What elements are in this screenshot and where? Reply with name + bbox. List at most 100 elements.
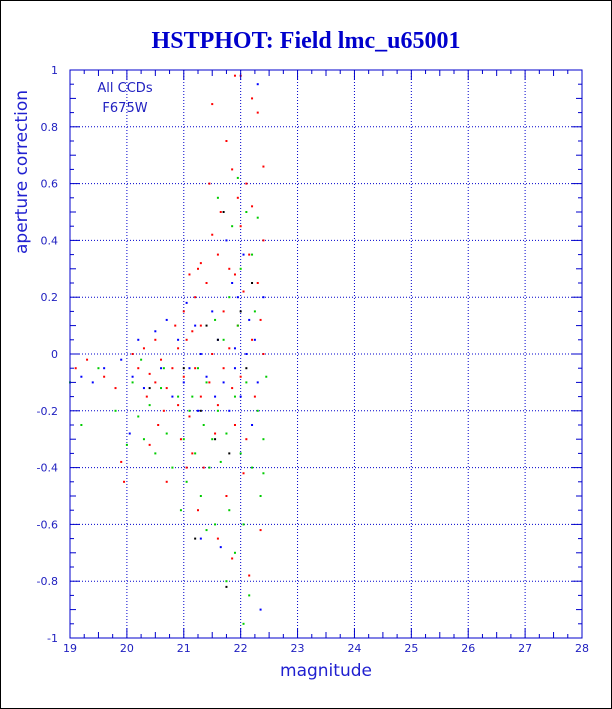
data-point — [202, 466, 205, 469]
data-point — [245, 182, 248, 185]
data-point — [177, 347, 180, 350]
data-point — [142, 347, 145, 350]
data-point — [131, 353, 134, 355]
x-tick-label: 25 — [404, 642, 418, 655]
data-point — [242, 290, 245, 293]
x-tick-label: 21 — [177, 642, 191, 655]
data-point — [242, 253, 245, 256]
data-point — [162, 367, 165, 370]
data-point — [242, 472, 245, 475]
data-point — [228, 267, 231, 270]
data-point — [142, 438, 145, 441]
data-point — [228, 409, 231, 412]
data-point — [233, 424, 236, 426]
data-point — [162, 409, 165, 412]
data-point — [103, 375, 106, 378]
data-point — [259, 608, 262, 611]
data-point — [216, 537, 219, 540]
data-point — [253, 310, 256, 313]
data-point — [185, 480, 188, 483]
data-point — [214, 318, 217, 321]
data-point — [236, 196, 239, 199]
data-point — [194, 452, 197, 455]
data-point — [248, 594, 251, 597]
grid — [70, 70, 582, 638]
data-point — [262, 438, 265, 441]
data-point — [199, 395, 202, 398]
chart-title: HSTPHOT: Field lmc_u65001 — [152, 28, 461, 54]
y-tick-label: -0.8 — [37, 575, 58, 588]
data-point — [199, 495, 202, 497]
data-point — [197, 267, 199, 270]
data-point — [239, 267, 242, 270]
data-point — [225, 140, 228, 142]
data-point — [148, 404, 151, 407]
data-point — [231, 282, 234, 284]
x-tick-label: 27 — [518, 642, 532, 655]
data-point — [137, 415, 140, 418]
data-point — [185, 338, 188, 341]
x-tick-label: 19 — [63, 642, 77, 655]
data-point — [228, 509, 231, 512]
data-point — [154, 338, 157, 341]
data-point — [205, 324, 208, 327]
data-point — [245, 381, 248, 384]
data-point — [194, 367, 197, 370]
data-point — [205, 282, 208, 284]
data-point — [182, 310, 185, 313]
data-point — [182, 367, 185, 370]
data-point — [191, 452, 194, 455]
data-point — [225, 495, 228, 497]
annotation-ccds: All CCDs — [97, 81, 152, 96]
data-point — [199, 324, 202, 327]
data-point — [222, 338, 225, 341]
data-point — [245, 353, 248, 355]
data-point — [251, 338, 254, 341]
data-point — [216, 253, 219, 256]
data-point — [216, 404, 219, 407]
data-point — [194, 296, 197, 299]
data-point — [191, 330, 194, 333]
data-point — [242, 622, 245, 625]
data-point — [177, 395, 180, 398]
data-point — [225, 585, 228, 588]
data-point — [177, 338, 180, 341]
data-point — [228, 452, 231, 455]
data-point — [177, 404, 180, 407]
data-point — [157, 424, 160, 426]
data-point — [199, 537, 202, 540]
data-point — [131, 381, 134, 384]
data-point — [205, 375, 208, 378]
data-point — [125, 443, 128, 446]
data-point — [137, 367, 140, 370]
data-point — [171, 367, 174, 370]
data-point — [160, 367, 163, 370]
x-tick-label: 23 — [291, 642, 305, 655]
x-axis-label: magnitude — [280, 661, 372, 681]
data-point — [202, 424, 205, 426]
data-point — [216, 338, 219, 341]
data-point — [142, 387, 145, 390]
data-point — [123, 480, 126, 483]
data-point — [179, 438, 182, 441]
data-point — [165, 318, 168, 321]
data-point — [80, 375, 83, 378]
x-tick-label: 26 — [461, 642, 475, 655]
data-point — [91, 381, 94, 384]
data-point — [188, 367, 191, 370]
data-point — [197, 509, 199, 512]
data-point — [211, 438, 214, 441]
data-point — [262, 296, 265, 299]
data-point — [239, 225, 242, 228]
data-point — [211, 353, 214, 355]
data-point — [248, 253, 251, 256]
data-point — [256, 409, 259, 412]
data-point — [216, 196, 219, 199]
data-point — [185, 466, 188, 469]
data-point — [114, 387, 117, 390]
data-point — [228, 347, 231, 350]
tick-labels: 19 20 21 22 23 24 25 26 27 28 -1 -0.8 -0.6 -0.4 -0.2 0 0… — [37, 64, 589, 655]
data-point — [233, 347, 236, 350]
data-point — [211, 233, 214, 236]
